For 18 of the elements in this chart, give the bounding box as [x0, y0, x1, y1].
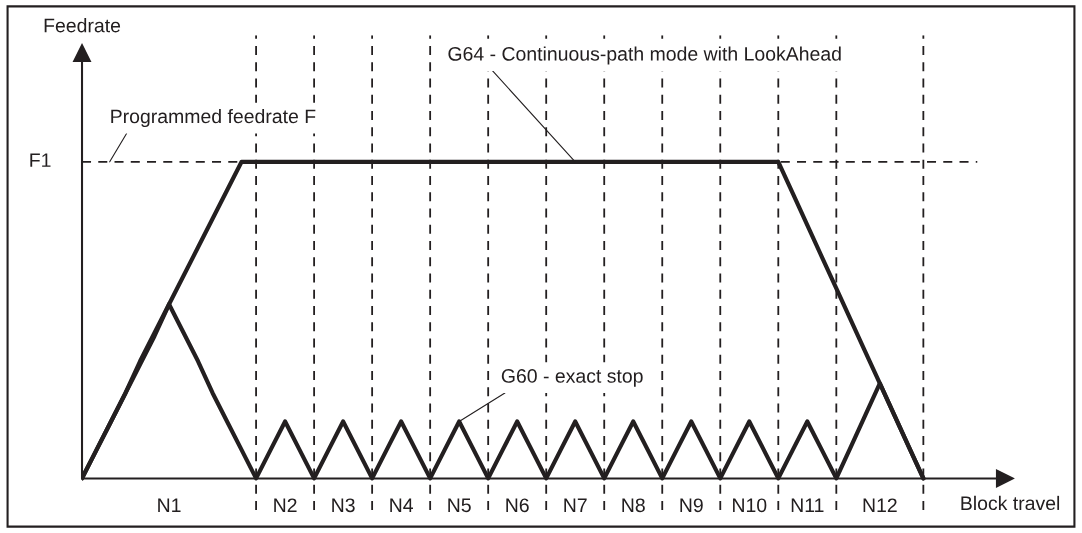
x-tick-label: N5	[448, 498, 471, 513]
x-axis-title: Block travel	[961, 495, 1060, 511]
text: F1	[30, 153, 51, 167]
text: Programmed feedrate F	[111, 108, 316, 128]
x-tick-label: N11	[791, 498, 824, 512]
x-tick-label: N2	[274, 498, 297, 512]
x-tick-label: N6	[506, 498, 529, 513]
text: Feedrate	[44, 18, 121, 33]
x-tick-label: N1	[158, 498, 181, 512]
x-tick-label: N7	[564, 498, 587, 512]
x-tick-label: N12	[863, 498, 897, 512]
x-tick-label: N3	[332, 498, 355, 513]
x-tick-label: N10	[733, 498, 767, 513]
annotation: G64 - Continuous-path mode with LookAhead	[448, 46, 841, 65]
x-tick-label: N8	[622, 498, 645, 513]
x-tick-label: N4	[390, 498, 413, 512]
annotation: G60 - exact stop	[501, 369, 643, 387]
x-tick-label: N9	[680, 498, 703, 513]
